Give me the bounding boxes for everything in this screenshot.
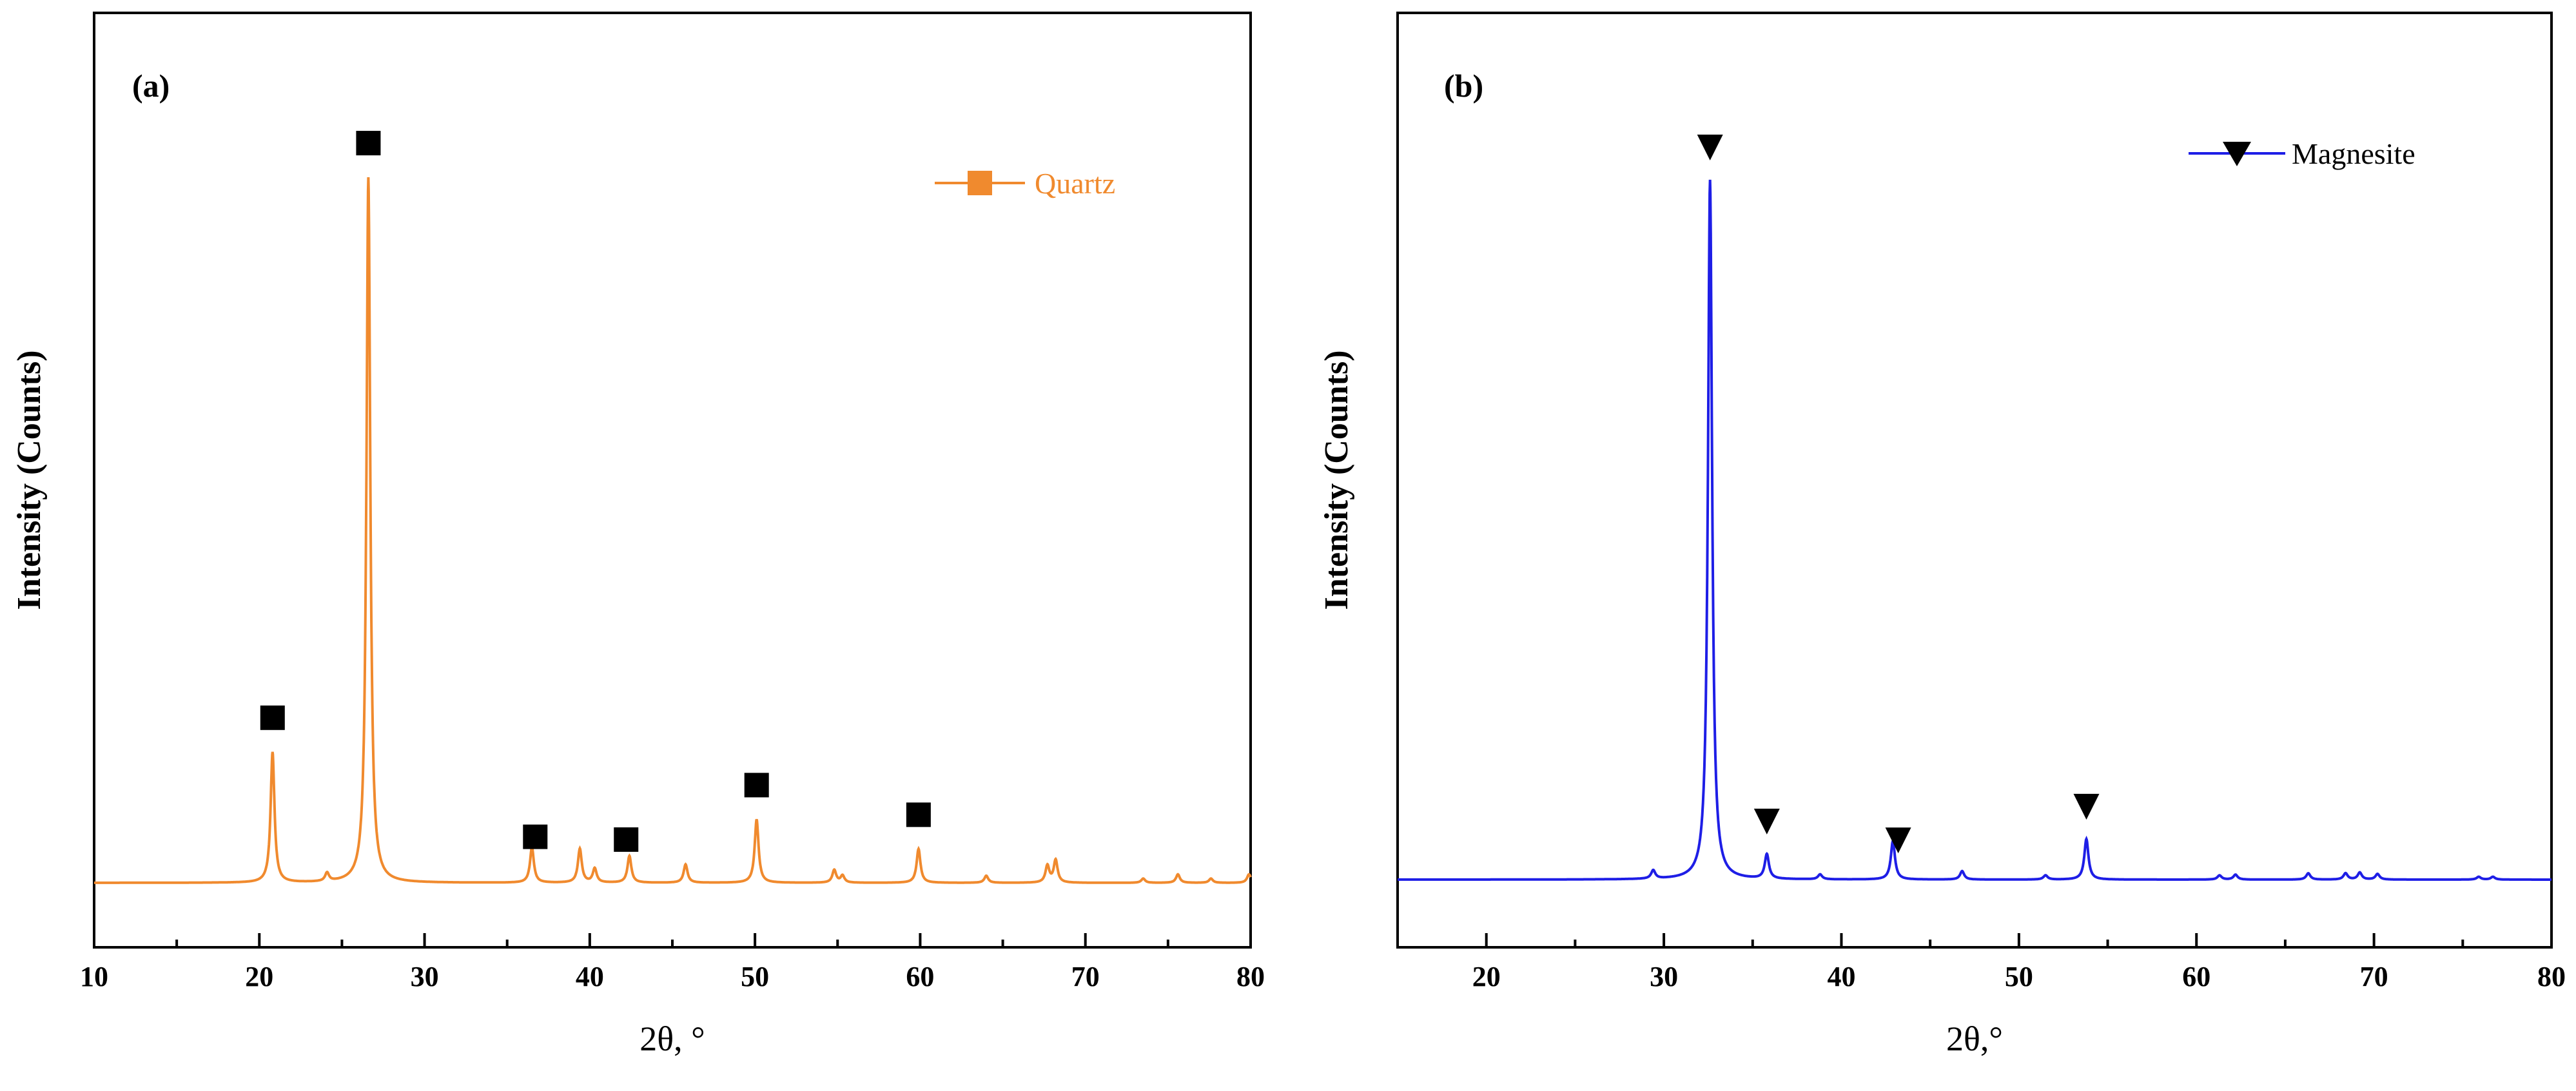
panel-b-peak-markers [1697, 134, 2100, 854]
panel-a-legend: Quartz [935, 167, 1115, 200]
panel-b-legend-label: Magnesite [2292, 137, 2415, 170]
panel-a-legend-label: Quartz [1035, 167, 1115, 200]
magnesite-peak-marker [2073, 793, 2100, 820]
panel-a-x-tick-label: 50 [741, 961, 769, 992]
panel-a-x-tick-label: 30 [411, 961, 439, 992]
quartz-peak-marker [744, 773, 769, 798]
panel-a: (a) 10 20 30 40 50 60 70 80 2θ, ° Intens… [11, 12, 1265, 1058]
panel-b-x-tick-labels: 20 30 40 50 60 70 80 [1472, 961, 2566, 992]
panel-b-legend: Magnesite [2189, 137, 2415, 170]
panel-b-y-axis-title: Intensity (Counts) [1318, 350, 1355, 610]
panel-b-label: (b) [1444, 68, 1483, 104]
panel-a-x-axis-title: 2θ, ° [639, 1019, 705, 1058]
panel-a-x-tick-label: 20 [245, 961, 273, 992]
panel-b-x-tick-label: 20 [1472, 961, 1501, 992]
panel-a-x-tick-label: 60 [906, 961, 934, 992]
panel-a-quartz-line [94, 177, 1252, 884]
quartz-peak-marker [906, 802, 931, 827]
panel-b-legend-marker [2223, 142, 2251, 166]
panel-b-x-tick-label: 30 [1650, 961, 1678, 992]
magnesite-peak-marker [1753, 808, 1780, 835]
panel-a-x-tick-label: 70 [1071, 961, 1100, 992]
panel-b: (b) 20 30 40 50 60 70 80 2θ,° Intensity … [1318, 12, 2566, 1058]
panel-b-x-tick-label: 40 [1827, 961, 1855, 992]
magnesite-peak-marker [1697, 134, 1723, 160]
panel-b-x-tick-label: 60 [2182, 961, 2210, 992]
quartz-peak-marker [356, 131, 381, 156]
panel-a-y-axis-title: Intensity (Counts) [11, 350, 48, 610]
panel-a-frame [93, 12, 1252, 949]
panel-a-x-ticks [93, 933, 1252, 947]
panel-a-peak-markers [260, 131, 931, 852]
panel-b-frame [1396, 12, 2553, 949]
panel-a-x-tick-label: 80 [1236, 961, 1265, 992]
panel-b-magnesite-line [1398, 179, 2552, 881]
quartz-peak-marker [523, 824, 548, 849]
panel-b-x-axis-title: 2θ,° [1946, 1019, 2003, 1058]
panel-a-x-tick-label: 10 [80, 961, 108, 992]
panel-b-x-tick-label: 70 [2360, 961, 2388, 992]
panel-a-x-tick-labels: 10 20 30 40 50 60 70 80 [80, 961, 1265, 992]
panel-a-x-tick-label: 40 [576, 961, 604, 992]
panel-b-x-tick-label: 80 [2537, 961, 2566, 992]
panel-a-legend-marker [968, 171, 992, 195]
magnesite-peak-marker [1885, 827, 1911, 854]
panel-b-x-tick-label: 50 [2005, 961, 2033, 992]
quartz-peak-marker [614, 827, 639, 852]
panel-a-label: (a) [132, 68, 170, 104]
panel-b-x-ticks [1396, 933, 2553, 947]
quartz-peak-marker [260, 705, 285, 730]
